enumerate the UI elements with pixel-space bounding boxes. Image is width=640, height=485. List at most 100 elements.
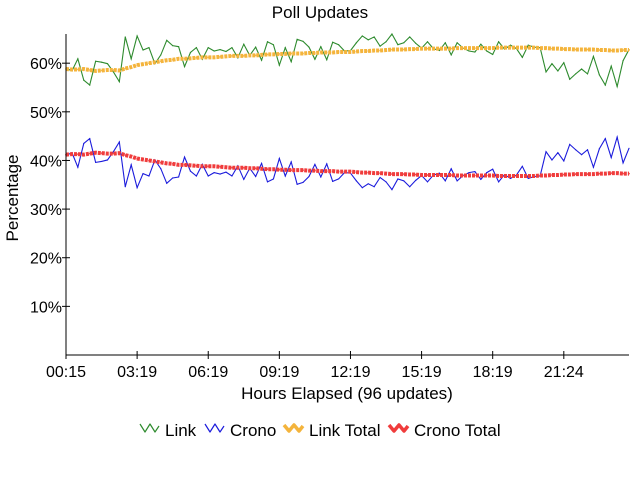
data-point <box>527 175 530 177</box>
series-line <box>65 32 630 89</box>
y-tick-label: 10% <box>30 299 62 316</box>
data-point <box>610 172 613 175</box>
data-point <box>622 49 624 51</box>
data-point <box>497 46 500 49</box>
data-point <box>474 51 476 53</box>
data-point <box>290 169 293 172</box>
x-tick-label: 06:19 <box>188 364 228 381</box>
data-point <box>325 170 328 173</box>
series-link-total <box>65 45 630 73</box>
data-point <box>219 48 221 51</box>
data-point <box>497 175 500 177</box>
data-point <box>379 45 381 47</box>
data-point <box>118 69 121 72</box>
data-point <box>189 51 192 54</box>
legend-item: Link <box>139 421 197 440</box>
data-point <box>409 186 411 188</box>
data-point <box>124 154 127 157</box>
data-point <box>415 179 417 181</box>
data-point <box>172 177 174 179</box>
data-point <box>266 53 269 56</box>
data-point <box>562 173 565 176</box>
x-tick-label: 03:19 <box>117 364 157 381</box>
data-point <box>219 173 221 175</box>
data-point <box>509 175 512 177</box>
x-tick-label: 18:19 <box>473 364 513 381</box>
data-point <box>498 181 500 183</box>
data-point <box>219 165 221 168</box>
data-point <box>106 69 109 71</box>
data-point <box>148 47 150 49</box>
data-point <box>361 50 364 52</box>
data-point <box>95 161 97 163</box>
data-point <box>142 49 144 51</box>
data-point <box>171 58 174 61</box>
data-point <box>545 151 547 153</box>
data-point <box>100 152 103 155</box>
data-point <box>592 55 595 57</box>
data-point <box>414 173 417 176</box>
data-point <box>367 50 370 52</box>
data-point <box>136 157 139 160</box>
data-point <box>331 170 334 173</box>
data-point <box>486 50 488 52</box>
data-point <box>189 57 192 60</box>
data-point <box>592 173 595 175</box>
data-point <box>462 174 464 177</box>
data-point <box>373 186 375 188</box>
data-point <box>373 36 375 38</box>
legend-swatch <box>282 423 305 433</box>
data-point <box>450 47 453 50</box>
series-crono <box>65 134 630 191</box>
data-point <box>622 162 624 164</box>
y-tick-label: 60% <box>30 56 62 73</box>
data-point <box>521 175 524 177</box>
data-point <box>456 180 458 182</box>
data-point <box>361 187 363 189</box>
data-point <box>225 166 227 169</box>
data-point <box>420 47 423 50</box>
data-point <box>402 48 405 51</box>
data-point <box>278 53 281 55</box>
data-point <box>580 173 583 175</box>
data-point <box>260 59 263 61</box>
data-point <box>130 155 133 158</box>
data-point <box>485 47 488 49</box>
data-point <box>177 57 180 60</box>
data-point <box>314 163 316 165</box>
data-point <box>106 152 109 155</box>
data-point <box>598 49 601 51</box>
data-point <box>438 172 440 174</box>
data-point <box>355 180 357 182</box>
data-point <box>272 53 275 56</box>
data-point <box>539 47 542 49</box>
data-point <box>586 173 589 175</box>
data-point <box>272 178 275 180</box>
data-point <box>563 62 565 64</box>
data-point <box>136 64 139 67</box>
data-point <box>148 175 150 177</box>
data-point <box>308 169 310 172</box>
data-point <box>296 183 298 185</box>
data-point <box>569 78 571 80</box>
data-point <box>480 178 482 181</box>
data-point <box>598 74 600 76</box>
data-point <box>83 79 85 81</box>
data-point <box>628 172 630 175</box>
data-point <box>509 44 512 46</box>
data-point <box>124 36 126 38</box>
data-point <box>391 33 393 35</box>
data-point <box>71 68 73 71</box>
data-point <box>628 147 630 149</box>
data-point <box>255 46 257 48</box>
data-point <box>332 180 334 182</box>
data-point <box>124 67 127 70</box>
data-point <box>527 46 530 49</box>
data-point <box>278 168 281 171</box>
data-point <box>343 51 346 53</box>
plot-area <box>65 32 630 191</box>
data-point <box>610 156 612 159</box>
data-point <box>385 172 387 175</box>
data-point <box>337 51 340 53</box>
data-point <box>314 58 316 60</box>
